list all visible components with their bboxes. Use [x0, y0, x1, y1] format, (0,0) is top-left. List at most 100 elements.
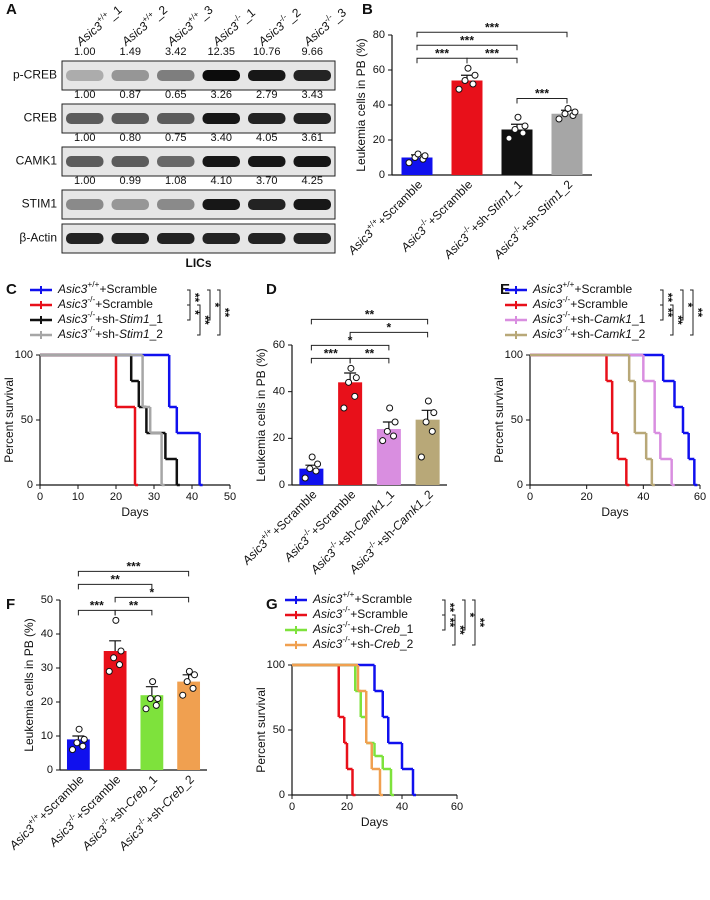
blot-band	[293, 156, 331, 167]
band-label: STIM1	[22, 197, 58, 211]
blot-band	[66, 113, 104, 124]
blot-band	[202, 199, 240, 210]
y-tick-label: 100	[15, 349, 33, 361]
quant-value: 1.00	[74, 89, 95, 101]
y-tick-label: 0	[279, 789, 285, 801]
quant-value: 3.43	[302, 89, 323, 101]
quant-value: 1.49	[120, 46, 141, 58]
significance-bracket	[670, 304, 674, 336]
data-point	[149, 678, 157, 686]
significance-bracket	[77, 570, 190, 577]
legend-label: Asic3-/-+Scramble	[312, 604, 408, 621]
data-point	[390, 432, 398, 440]
data-point	[112, 616, 120, 624]
data-point	[391, 418, 399, 426]
significance-bracket	[197, 304, 201, 336]
y-tick-label: 0	[279, 479, 285, 491]
panel-letter: A	[6, 1, 17, 18]
blot-band	[248, 233, 286, 244]
data-point	[314, 460, 322, 468]
quant-value: 0.99	[120, 175, 141, 187]
significance-label: **	[443, 618, 457, 628]
significance-label: *	[387, 321, 392, 335]
significance-label: **	[365, 308, 375, 322]
x-tick-label: Asic3-/-+sh-Creb_2	[113, 770, 197, 854]
significance-bracket	[187, 304, 191, 321]
significance-bracket	[114, 596, 190, 603]
significance-label: **	[473, 618, 487, 628]
data-point	[514, 113, 522, 121]
y-tick-label: 40	[41, 628, 53, 640]
x-tick-label: 60	[694, 491, 706, 503]
significance-label: *	[188, 310, 202, 315]
quant-value: 0.65	[165, 89, 186, 101]
y-axis-label: Percent survival	[254, 687, 268, 772]
lane-label: Asic3+/+_2	[117, 0, 171, 49]
data-point	[191, 671, 199, 679]
data-point	[345, 378, 353, 386]
x-tick-label: Asic3-/-+sh-Stim1_2	[488, 175, 575, 262]
significance-bracket	[310, 344, 390, 351]
significance-bracket	[690, 289, 694, 336]
data-point	[306, 465, 314, 473]
bar	[177, 681, 201, 770]
legend-label: Asic3-/-+Scramble	[57, 294, 153, 311]
significance-bracket	[416, 31, 568, 38]
data-point	[511, 126, 519, 133]
significance-label: **	[365, 347, 375, 361]
band-label: CREB	[24, 111, 57, 125]
data-point	[428, 427, 436, 435]
blot-band	[248, 199, 286, 210]
data-point	[68, 746, 76, 754]
data-point	[421, 152, 429, 160]
significance-bracket	[452, 614, 456, 646]
significance-label: ***	[324, 347, 338, 361]
panel-letter: C	[6, 281, 17, 298]
quant-value: 1.00	[74, 46, 95, 58]
blot-band	[293, 113, 331, 124]
blot-band	[248, 70, 286, 81]
significance-label: ***	[435, 46, 449, 60]
band-label: CAMK1	[16, 154, 58, 168]
x-axis-label: LICs	[185, 256, 211, 270]
data-point	[110, 654, 118, 662]
data-point	[561, 110, 569, 118]
significance-label: **	[661, 308, 675, 318]
band-label: β-Actin	[19, 231, 57, 245]
significance-bracket	[310, 318, 429, 325]
lane-label: Asic3-/-_3	[299, 3, 350, 49]
bar	[451, 80, 483, 175]
y-tick-label: 0	[379, 169, 385, 181]
blot-band	[202, 233, 240, 244]
quant-value: 4.25	[302, 175, 323, 187]
quant-value: 3.40	[211, 132, 232, 144]
y-tick-label: 50	[273, 724, 285, 736]
legend-label: Asic3-/-+sh-Creb_2	[312, 634, 414, 651]
lane-label: Asic3-/-_2	[253, 3, 304, 49]
bar	[140, 695, 164, 770]
x-tick-label: 50	[224, 491, 236, 503]
x-tick-label: 20	[341, 801, 353, 813]
significance-bracket	[462, 599, 466, 631]
y-tick-label: 0	[517, 479, 523, 491]
bar	[551, 113, 583, 175]
blot-frame	[61, 60, 336, 91]
data-point	[347, 364, 355, 372]
significance-label: **	[198, 315, 212, 325]
y-tick-label: 10	[41, 730, 53, 742]
data-point	[471, 71, 479, 79]
x-tick-label: 0	[37, 491, 43, 503]
data-point	[301, 474, 309, 482]
data-point	[79, 742, 87, 750]
band-label: p-CREB	[13, 68, 57, 82]
significance-label: *	[463, 613, 477, 618]
data-point	[424, 397, 432, 405]
error-bar	[109, 640, 122, 651]
blot-band	[66, 156, 104, 167]
legend-label: Asic3-/-+sh-Creb_1	[312, 619, 414, 636]
data-point	[75, 725, 83, 733]
quant-value: 0.80	[120, 132, 141, 144]
significance-bracket	[349, 357, 390, 364]
blot-frame	[61, 103, 336, 134]
y-tick-label: 0	[47, 764, 53, 776]
